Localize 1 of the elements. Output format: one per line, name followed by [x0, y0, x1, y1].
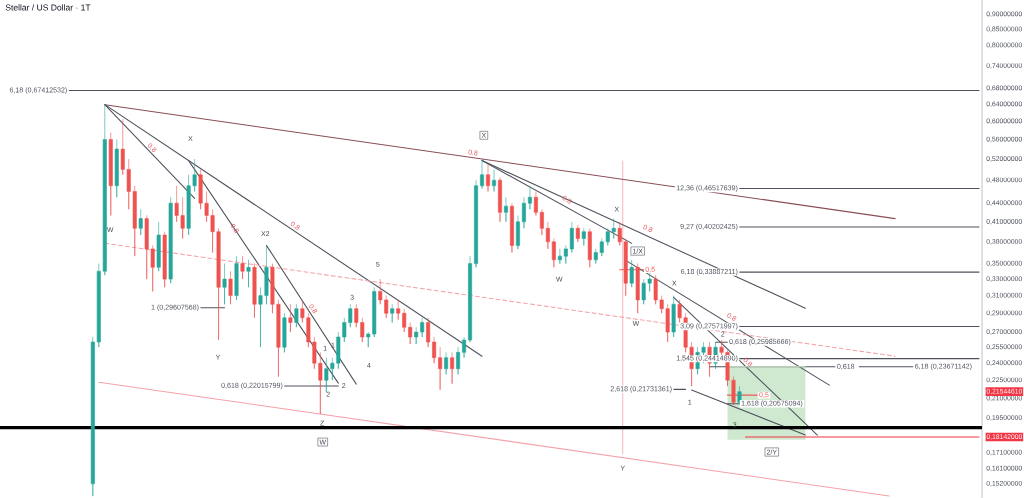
chart-title: Stellar / US Dollar · 1T	[5, 4, 91, 11]
